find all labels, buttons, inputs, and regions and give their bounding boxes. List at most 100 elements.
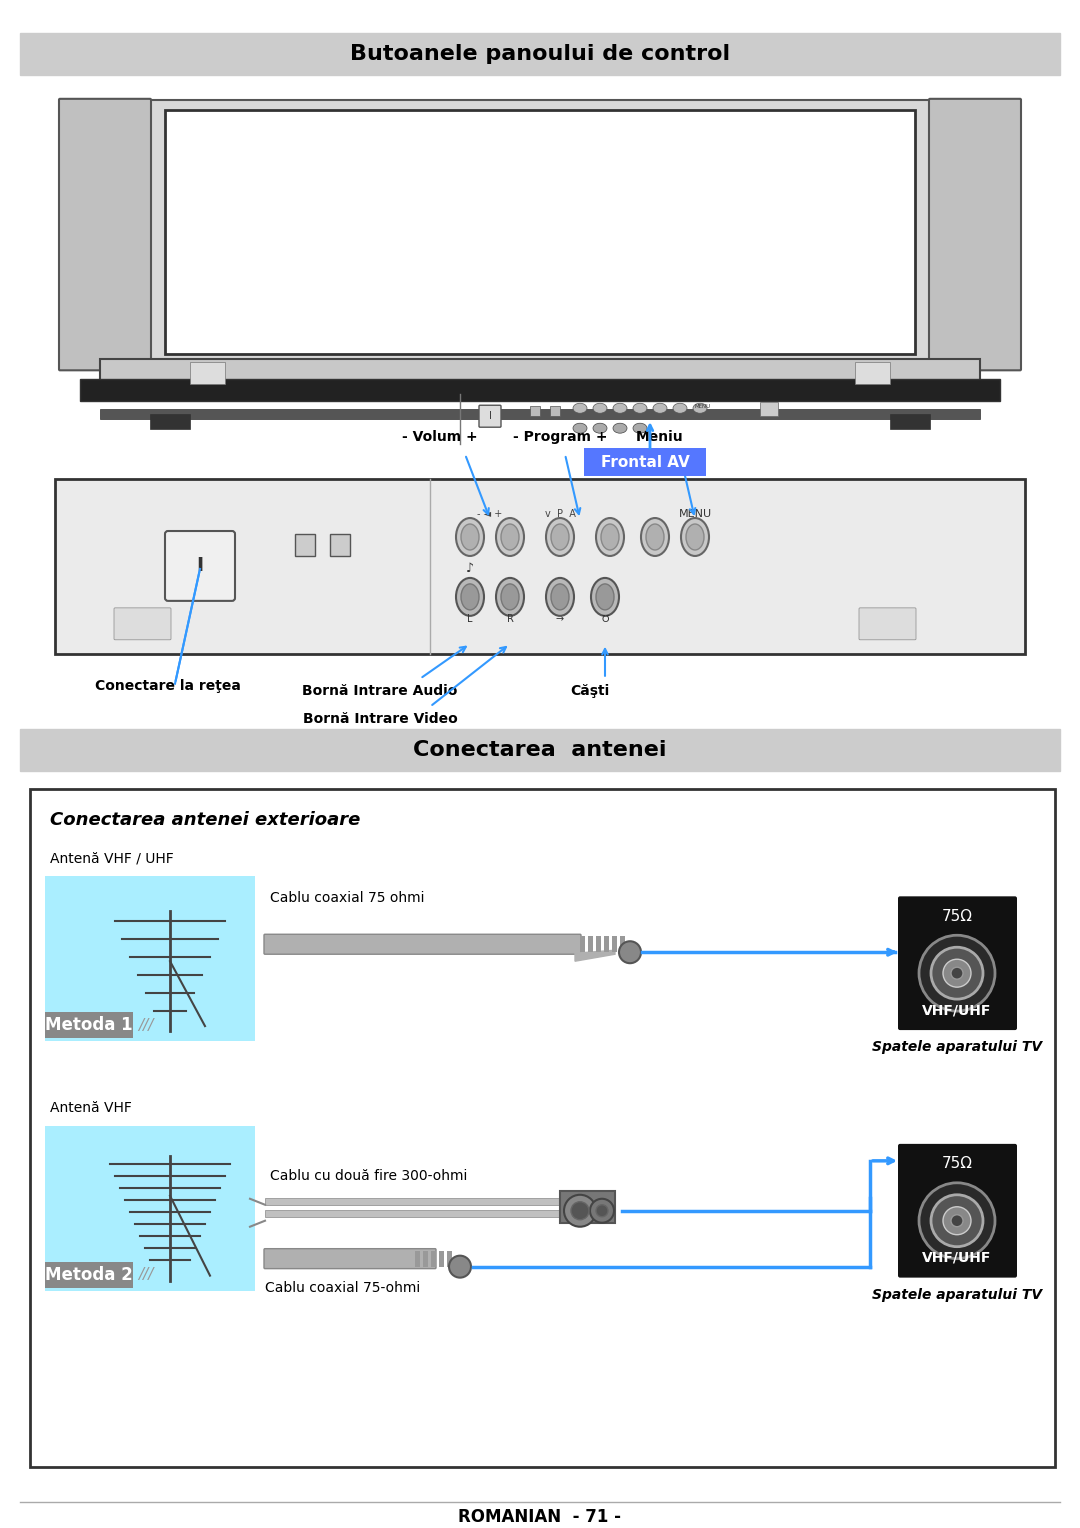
Bar	[620, 937, 625, 952]
FancyBboxPatch shape	[584, 448, 706, 477]
Bar	[550, 406, 561, 416]
FancyBboxPatch shape	[114, 608, 171, 640]
Bar	[415, 1251, 420, 1267]
Bar	[330, 533, 350, 556]
Ellipse shape	[593, 423, 607, 434]
FancyBboxPatch shape	[859, 608, 916, 640]
Bar	[890, 414, 930, 429]
Ellipse shape	[496, 578, 524, 616]
Bar	[530, 406, 540, 416]
Ellipse shape	[546, 518, 573, 556]
Text: VHF/UHF: VHF/UHF	[922, 1002, 991, 1018]
Text: Spatele aparatului TV: Spatele aparatului TV	[872, 1288, 1042, 1302]
Bar	[80, 379, 1000, 402]
Bar	[30, 788, 1055, 1467]
Ellipse shape	[596, 584, 615, 610]
Bar	[265, 1198, 565, 1204]
Text: Antenă VHF / UHF: Antenă VHF / UHF	[50, 851, 174, 865]
Text: →: →	[556, 614, 564, 623]
Circle shape	[919, 935, 995, 1012]
Ellipse shape	[546, 578, 573, 616]
Ellipse shape	[461, 584, 480, 610]
Circle shape	[943, 1207, 971, 1235]
Bar	[21, 729, 1059, 770]
Ellipse shape	[593, 403, 607, 413]
Text: ///: ///	[138, 1267, 153, 1282]
FancyBboxPatch shape	[897, 1144, 1017, 1277]
Ellipse shape	[681, 518, 708, 556]
Ellipse shape	[642, 518, 669, 556]
Text: ///: ///	[138, 1018, 153, 1033]
Text: MENU: MENU	[694, 403, 711, 410]
Bar	[100, 359, 980, 390]
Ellipse shape	[501, 524, 519, 550]
Ellipse shape	[456, 518, 484, 556]
Text: Cablu cu două fire 300-ohmi: Cablu cu două fire 300-ohmi	[270, 1169, 468, 1183]
Bar	[438, 1251, 444, 1267]
Ellipse shape	[633, 423, 647, 434]
FancyBboxPatch shape	[897, 897, 1017, 1030]
Bar	[100, 410, 980, 419]
Text: MENU: MENU	[678, 509, 712, 520]
Ellipse shape	[673, 403, 687, 413]
Circle shape	[571, 1201, 589, 1219]
FancyBboxPatch shape	[59, 99, 151, 370]
Bar	[855, 362, 890, 384]
Polygon shape	[575, 950, 615, 961]
Text: ♪: ♪	[465, 562, 474, 576]
Circle shape	[590, 1199, 615, 1222]
Bar	[580, 937, 585, 952]
Ellipse shape	[501, 584, 519, 610]
Ellipse shape	[573, 403, 588, 413]
Ellipse shape	[496, 518, 524, 556]
Text: Frontal AV: Frontal AV	[600, 455, 689, 469]
Text: Metoda 2: Metoda 2	[45, 1265, 133, 1284]
Circle shape	[951, 1215, 963, 1227]
Bar	[447, 1251, 453, 1267]
Bar	[295, 533, 315, 556]
Text: Spatele aparatului TV: Spatele aparatului TV	[872, 1041, 1042, 1054]
FancyBboxPatch shape	[264, 1248, 436, 1268]
Bar	[431, 1251, 436, 1267]
Bar	[760, 402, 778, 416]
Bar	[165, 110, 915, 354]
Text: 75Ω: 75Ω	[942, 1157, 972, 1172]
Text: Antenă VHF: Antenă VHF	[50, 1102, 132, 1115]
Text: Meniu: Meniu	[636, 431, 684, 445]
Bar	[55, 480, 1025, 654]
Ellipse shape	[449, 1256, 471, 1277]
Circle shape	[931, 947, 983, 999]
Text: Butoanele panoului de control: Butoanele panoului de control	[350, 44, 730, 64]
Text: 75Ω: 75Ω	[942, 909, 972, 924]
FancyBboxPatch shape	[45, 1262, 133, 1288]
Text: Cablu coaxial 75 ohmi: Cablu coaxial 75 ohmi	[270, 891, 424, 905]
Ellipse shape	[600, 524, 619, 550]
Text: I: I	[197, 556, 203, 576]
Ellipse shape	[613, 403, 627, 413]
Ellipse shape	[551, 584, 569, 610]
Text: ROMANIAN  - 71 -: ROMANIAN - 71 -	[459, 1508, 621, 1526]
Circle shape	[596, 1204, 608, 1216]
Circle shape	[919, 1183, 995, 1259]
Circle shape	[931, 1195, 983, 1247]
Bar	[45, 1126, 255, 1291]
Ellipse shape	[619, 941, 642, 963]
Text: - Program +: - Program +	[513, 431, 607, 445]
Text: Conectarea antenei exterioare: Conectarea antenei exterioare	[50, 811, 361, 830]
Text: L: L	[468, 614, 473, 623]
Ellipse shape	[573, 423, 588, 434]
Bar	[604, 937, 609, 952]
Bar	[150, 99, 930, 364]
Ellipse shape	[551, 524, 569, 550]
Text: VHF/UHF: VHF/UHF	[922, 1250, 991, 1265]
Ellipse shape	[591, 578, 619, 616]
Bar	[45, 877, 255, 1041]
Text: - Volum +: - Volum +	[402, 431, 477, 445]
FancyBboxPatch shape	[929, 99, 1021, 370]
Ellipse shape	[456, 578, 484, 616]
Ellipse shape	[613, 423, 627, 434]
Bar	[588, 937, 593, 952]
Bar	[265, 1210, 565, 1216]
Text: - ◄ +: - ◄ +	[477, 509, 502, 520]
Ellipse shape	[686, 524, 704, 550]
